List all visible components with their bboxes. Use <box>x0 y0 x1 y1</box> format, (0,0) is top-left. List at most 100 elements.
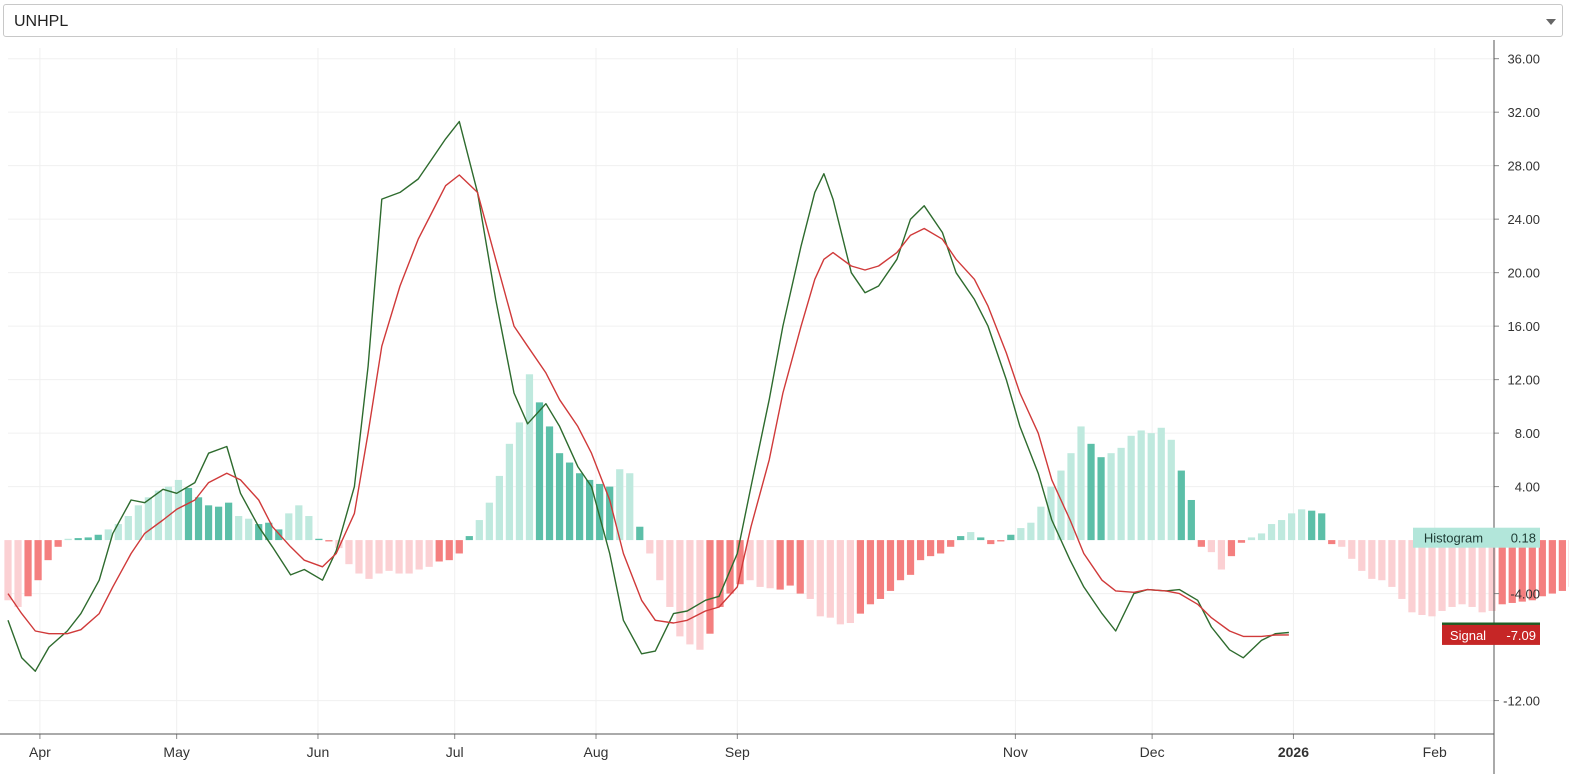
histogram-bar <box>777 540 784 589</box>
histogram-bar <box>95 535 102 540</box>
y-tick-label: 20.00 <box>1507 266 1540 281</box>
ticker-select[interactable]: UNHPL <box>3 4 1563 37</box>
histogram-bar <box>1027 523 1034 540</box>
histogram-bar <box>1378 540 1385 580</box>
chevron-down-icon[interactable] <box>1546 19 1556 25</box>
x-tick-label: Jun <box>307 744 330 760</box>
histogram-bar <box>466 536 473 540</box>
histogram-bar <box>426 540 433 567</box>
histogram-bar <box>395 540 402 573</box>
histogram-bar <box>75 538 82 540</box>
histogram-bar <box>526 374 533 540</box>
histogram-bar <box>1288 513 1295 540</box>
y-tick-label: 16.00 <box>1507 319 1540 334</box>
histogram-bar <box>486 503 493 540</box>
x-tick-label: Apr <box>29 744 51 760</box>
histogram-bar <box>145 497 152 540</box>
histogram-bar <box>516 422 523 540</box>
histogram-bar <box>1318 513 1325 540</box>
y-tick-label: 12.00 <box>1507 373 1540 388</box>
histogram-bar <box>957 536 964 540</box>
histogram-bar <box>195 497 202 540</box>
histogram-bar <box>997 540 1004 541</box>
histogram-bar <box>1258 533 1265 540</box>
y-tick-label: 24.00 <box>1507 212 1540 227</box>
histogram-bar <box>1438 540 1445 611</box>
histogram-bar <box>1047 487 1054 540</box>
signal-label-name: Signal <box>1450 628 1486 643</box>
axes: 36.0032.0028.0024.0020.0016.0012.008.004… <box>0 40 1540 774</box>
chart-svg[interactable]: 36.0032.0028.0024.0020.0016.0012.008.004… <box>0 40 1569 774</box>
x-tick-label: Sep <box>725 744 750 760</box>
histogram-bar <box>696 540 703 650</box>
histogram-bar <box>1218 540 1225 569</box>
histogram-label-name: Histogram <box>1424 531 1483 546</box>
histogram-bar <box>135 505 142 540</box>
histogram-bar <box>977 537 984 540</box>
histogram-bar <box>1228 540 1235 556</box>
histogram-bar <box>1077 426 1084 540</box>
histogram-bar <box>305 516 312 540</box>
histogram-bar <box>877 540 884 599</box>
histogram-bar <box>215 507 222 540</box>
y-tick-label: 36.00 <box>1507 52 1540 67</box>
histogram-bar <box>375 540 382 573</box>
histogram-bar <box>1358 540 1365 571</box>
histogram-bar <box>536 402 543 540</box>
histogram-bar <box>566 463 573 541</box>
histogram-bar <box>1298 509 1305 540</box>
histogram-bar <box>546 426 553 540</box>
histogram-bar <box>656 540 663 580</box>
series-lines <box>8 122 1289 672</box>
histogram-bar <box>55 540 62 547</box>
histogram-bar <box>325 540 332 541</box>
histogram-bar <box>1087 444 1094 540</box>
grid <box>8 48 1494 734</box>
histogram-bar <box>1418 540 1425 615</box>
histogram-bar <box>1007 535 1014 540</box>
histogram-bar <box>867 540 874 604</box>
histogram-bar <box>1499 540 1506 604</box>
histogram-bar <box>1158 428 1165 540</box>
y-tick-label: 28.00 <box>1507 159 1540 174</box>
histogram-bar <box>1398 540 1405 599</box>
histogram-bar <box>446 540 453 560</box>
histogram-bar <box>155 491 162 540</box>
histogram-bar <box>295 505 302 540</box>
histogram-bar <box>115 524 122 540</box>
histogram-bar <box>1238 540 1245 543</box>
histogram-bar <box>1559 540 1566 591</box>
histogram-bar <box>1489 540 1496 611</box>
histogram-bar <box>245 519 252 540</box>
histogram-bar <box>1458 540 1465 604</box>
x-tick-label: Dec <box>1140 744 1165 760</box>
histogram-bar <box>857 540 864 614</box>
histogram-bar <box>646 540 653 553</box>
histogram-bar <box>1107 453 1114 540</box>
histogram-bar <box>837 540 844 624</box>
histogram-bar <box>666 540 673 607</box>
histogram-bar <box>65 539 72 540</box>
histogram-bar <box>406 540 413 573</box>
histogram-bar <box>85 537 92 540</box>
histogram-bars <box>4 374 1569 649</box>
histogram-bar <box>1388 540 1395 587</box>
histogram-bar <box>746 540 753 580</box>
histogram-bar <box>1017 528 1024 540</box>
histogram-bar <box>1268 524 1275 540</box>
histogram-bar <box>1338 540 1345 547</box>
histogram-bar <box>185 488 192 540</box>
histogram-bar <box>706 540 713 634</box>
x-tick-label: Feb <box>1423 744 1447 760</box>
histogram-bar <box>947 540 954 547</box>
histogram-bar <box>767 540 774 588</box>
histogram-bar <box>14 540 21 607</box>
histogram-bar <box>1448 540 1455 607</box>
histogram-bar <box>726 540 733 593</box>
histogram-bar <box>827 540 834 618</box>
histogram-bar <box>1408 540 1415 612</box>
histogram-bar <box>807 540 814 599</box>
y-tick-label: -4.00 <box>1510 587 1540 602</box>
